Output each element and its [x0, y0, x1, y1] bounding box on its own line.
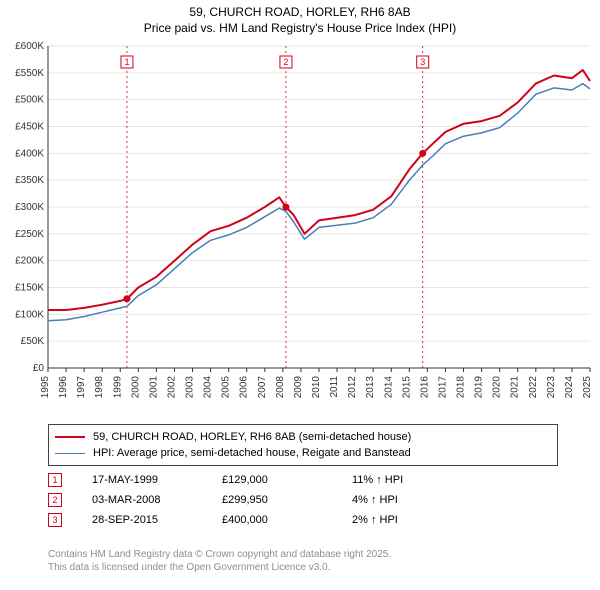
svg-text:2010: 2010	[311, 376, 322, 399]
legend-label: HPI: Average price, semi-detached house,…	[93, 447, 411, 459]
svg-text:1: 1	[124, 57, 129, 67]
chart-container: £0 £50K £100K £150K £200K £250K £300K £350K £400…	[0, 38, 600, 418]
event-price: £400,000	[222, 514, 352, 526]
event-date: 28-SEP-2015	[92, 514, 222, 526]
sale-event-row: 3 28-SEP-2015£400,0002% ↑ HPI	[48, 510, 558, 530]
svg-text:2017: 2017	[437, 376, 448, 399]
legend-swatch	[55, 453, 85, 454]
event-price: £129,000	[222, 474, 352, 486]
svg-text:2011: 2011	[329, 376, 340, 398]
event-delta: 2% ↑ HPI	[352, 514, 482, 526]
svg-text:£250K: £250K	[15, 229, 44, 240]
svg-text:£400K: £400K	[15, 148, 44, 159]
event-date: 03-MAR-2008	[92, 494, 222, 506]
svg-text:1998: 1998	[94, 376, 105, 399]
svg-text:2013: 2013	[365, 376, 376, 399]
svg-text:£300K: £300K	[15, 202, 44, 213]
footer-line-2: This data is licensed under the Open Gov…	[48, 561, 568, 574]
event-delta: 11% ↑ HPI	[352, 474, 482, 486]
svg-text:2025: 2025	[582, 376, 593, 399]
svg-text:2001: 2001	[148, 376, 159, 399]
svg-text:2009: 2009	[293, 376, 304, 399]
svg-text:1997: 1997	[76, 376, 87, 399]
sale-event-row: 1 17-MAY-1999£129,00011% ↑ HPI	[48, 470, 558, 490]
price-chart: £0 £50K £100K £150K £200K £250K £300K £350K £400…	[0, 38, 600, 418]
event-number-box: 1	[48, 473, 62, 487]
svg-text:£150K: £150K	[15, 283, 44, 294]
svg-text:£500K: £500K	[15, 95, 44, 106]
svg-text:2: 2	[283, 57, 288, 67]
svg-text:2004: 2004	[203, 376, 214, 399]
svg-text:2015: 2015	[401, 376, 412, 399]
svg-text:1999: 1999	[112, 376, 123, 399]
svg-text:2023: 2023	[546, 376, 557, 399]
svg-text:£550K: £550K	[15, 68, 44, 79]
svg-text:1996: 1996	[58, 376, 69, 399]
svg-text:2019: 2019	[474, 376, 485, 399]
svg-text:£450K: £450K	[15, 122, 44, 133]
sale-events-table: 1 17-MAY-1999£129,00011% ↑ HPI 2 03-MAR-200…	[48, 470, 558, 530]
svg-text:2018: 2018	[456, 376, 467, 399]
svg-text:2021: 2021	[510, 376, 521, 399]
svg-text:£50K: £50K	[21, 336, 45, 347]
legend-swatch	[55, 436, 85, 438]
legend-item: HPI: Average price, semi-detached house,…	[55, 445, 551, 461]
event-number-box: 2	[48, 493, 62, 507]
svg-text:2012: 2012	[347, 376, 358, 399]
svg-text:2003: 2003	[185, 376, 196, 399]
svg-text:3: 3	[420, 57, 425, 67]
event-number-box: 3	[48, 513, 62, 527]
footer-attribution: Contains HM Land Registry data © Crown c…	[48, 548, 568, 574]
event-date: 17-MAY-1999	[92, 474, 222, 486]
title-line-2: Price paid vs. HM Land Registry's House …	[0, 20, 600, 36]
svg-text:2024: 2024	[564, 376, 575, 399]
svg-text:2000: 2000	[130, 376, 141, 399]
sale-event-row: 2 03-MAR-2008£299,9504% ↑ HPI	[48, 490, 558, 510]
svg-text:£350K: £350K	[15, 175, 44, 186]
event-delta: 4% ↑ HPI	[352, 494, 482, 506]
svg-text:2020: 2020	[492, 376, 503, 399]
svg-text:2002: 2002	[166, 376, 177, 399]
legend-item: 59, CHURCH ROAD, HORLEY, RH6 8AB (semi-d…	[55, 429, 551, 445]
svg-text:2007: 2007	[257, 376, 268, 399]
svg-text:£600K: £600K	[15, 41, 44, 52]
svg-text:2005: 2005	[221, 376, 232, 399]
title-line-1: 59, CHURCH ROAD, HORLEY, RH6 8AB	[0, 4, 600, 20]
legend: 59, CHURCH ROAD, HORLEY, RH6 8AB (semi-d…	[48, 424, 558, 466]
svg-text:2008: 2008	[275, 376, 286, 399]
svg-text:2022: 2022	[528, 376, 539, 399]
legend-label: 59, CHURCH ROAD, HORLEY, RH6 8AB (semi-d…	[93, 431, 411, 443]
svg-text:£0: £0	[33, 363, 45, 374]
chart-title-block: 59, CHURCH ROAD, HORLEY, RH6 8AB Price p…	[0, 0, 600, 36]
svg-text:2016: 2016	[419, 376, 430, 399]
event-price: £299,950	[222, 494, 352, 506]
svg-text:£100K: £100K	[15, 309, 44, 320]
svg-text:2006: 2006	[239, 376, 250, 399]
svg-text:2014: 2014	[383, 376, 394, 399]
footer-line-1: Contains HM Land Registry data © Crown c…	[48, 548, 568, 561]
svg-text:1995: 1995	[40, 376, 51, 399]
svg-text:£200K: £200K	[15, 256, 44, 267]
